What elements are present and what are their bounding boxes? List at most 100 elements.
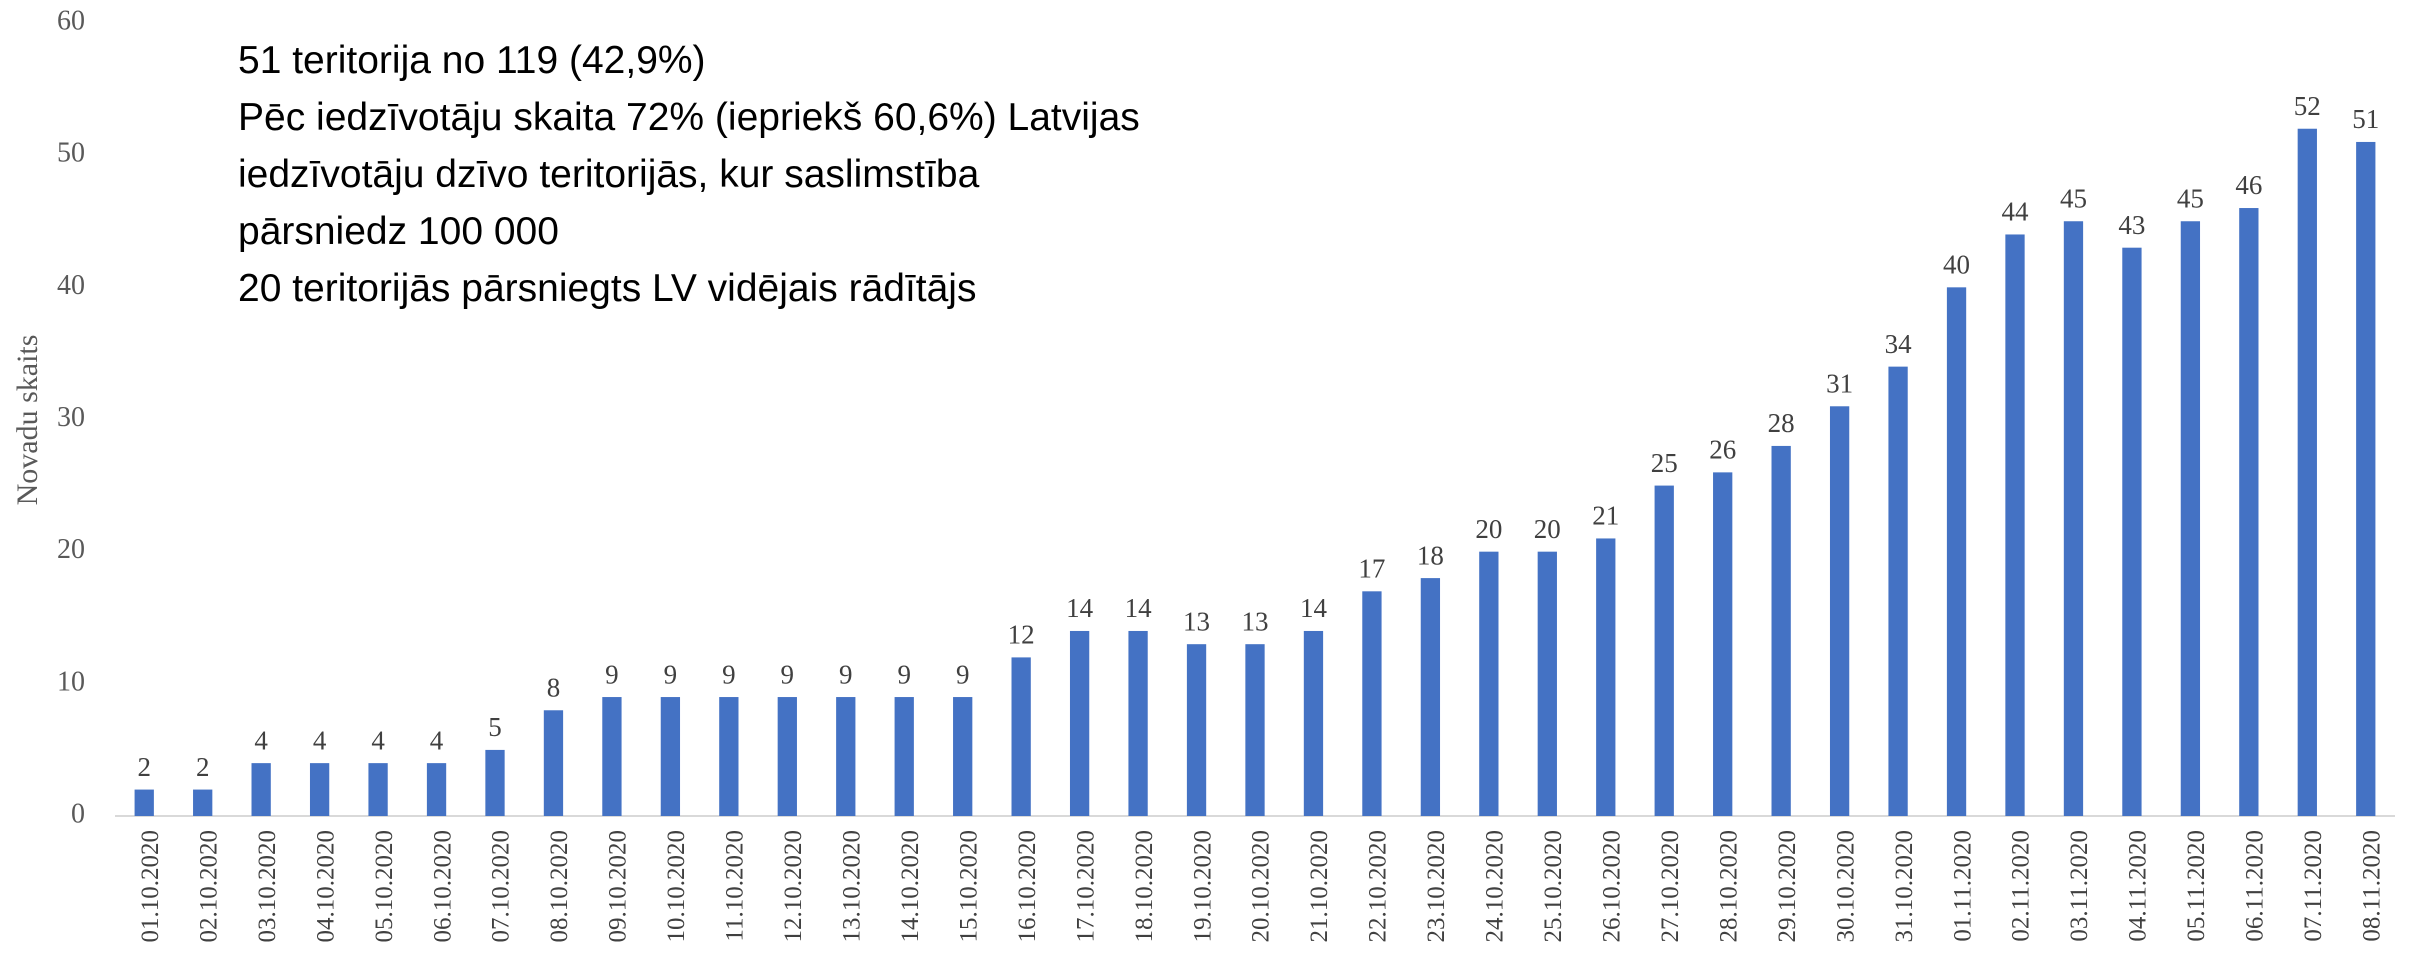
value-label: 12 (1008, 620, 1035, 650)
value-label: 13 (1242, 606, 1269, 636)
bar (2297, 128, 2317, 816)
value-label: 26 (1709, 435, 1736, 465)
bar (602, 697, 622, 816)
bar (1888, 366, 1908, 816)
bar (1537, 551, 1557, 816)
value-label: 21 (1592, 501, 1619, 531)
bar (894, 697, 914, 816)
bar (2180, 221, 2201, 816)
value-label: 9 (781, 659, 795, 689)
y-tick-label: 30 (57, 402, 85, 433)
bar (1771, 445, 1791, 816)
x-tick-label: 05.10.2020 (371, 830, 398, 943)
value-label: 2 (196, 752, 210, 782)
x-tick-label: 29.10.2020 (1774, 830, 1801, 943)
value-label: 20 (1475, 514, 1502, 544)
value-label: 17 (1358, 554, 1385, 584)
annotation: pārsniedz 100 000 (238, 210, 559, 253)
y-tick-label: 50 (57, 138, 85, 169)
value-label: 45 (2177, 183, 2204, 213)
bar (1128, 630, 1148, 816)
value-label: 14 (1300, 593, 1328, 623)
value-label: 4 (371, 725, 385, 755)
value-label: 25 (1651, 448, 1678, 478)
x-tick-label: 01.10.2020 (137, 830, 164, 943)
bar (2122, 247, 2142, 816)
bar (2239, 208, 2259, 817)
bar (1479, 551, 1499, 816)
x-tick-label: 06.11.2020 (2242, 830, 2269, 942)
x-tick-label: 08.11.2020 (2359, 830, 2386, 942)
value-label: 4 (254, 725, 268, 755)
value-label: 4 (430, 725, 444, 755)
x-tick-label: 22.10.2020 (1365, 830, 1392, 943)
y-tick-label: 20 (57, 534, 85, 565)
bar (953, 697, 973, 816)
x-tick-label: 10.10.2020 (663, 830, 690, 943)
value-label: 52 (2294, 91, 2321, 121)
value-label: 14 (1125, 593, 1153, 623)
bar (1829, 406, 1850, 816)
x-tick-label: 16.10.2020 (1014, 830, 1041, 943)
value-label: 13 (1183, 606, 1210, 636)
bar (2356, 141, 2376, 816)
bar (2063, 221, 2084, 816)
value-label: 8 (547, 672, 561, 702)
x-tick-label: 26.10.2020 (1599, 830, 1626, 943)
x-tick-label: 25.10.2020 (1540, 830, 1567, 943)
bar (2005, 234, 2025, 816)
y-tick-label: 0 (71, 798, 85, 829)
bar (1303, 630, 1324, 816)
x-tick-label: 02.10.2020 (195, 830, 222, 943)
x-tick-label: 20.10.2020 (1248, 830, 1275, 943)
x-tick-label: 05.11.2020 (2183, 830, 2210, 942)
bar (1186, 644, 1207, 816)
x-tick-label: 27.10.2020 (1657, 830, 1684, 943)
annotation: Pēc iedzīvotāju skaita 72% (iepriekš 60,… (238, 96, 1140, 139)
x-tick-label: 17.10.2020 (1072, 830, 1099, 943)
bar (836, 697, 856, 816)
value-label: 9 (605, 659, 619, 689)
value-label: 46 (2235, 170, 2262, 200)
value-label: 9 (839, 659, 853, 689)
x-tick-label: 31.10.2020 (1891, 830, 1918, 943)
x-tick-label: 09.10.2020 (605, 830, 632, 943)
bar (193, 789, 213, 816)
x-tick-label: 13.10.2020 (839, 830, 866, 943)
x-tick-label: 06.10.2020 (429, 830, 456, 943)
x-tick-label: 21.10.2020 (1306, 830, 1333, 943)
bar (1245, 644, 1265, 816)
x-tick-label: 04.11.2020 (2125, 830, 2152, 942)
x-tick-label: 24.10.2020 (1482, 830, 1509, 943)
value-label: 9 (722, 659, 736, 689)
x-tick-label: 07.10.2020 (488, 830, 515, 943)
bar (1362, 591, 1382, 816)
bar (719, 697, 739, 816)
x-tick-label: 03.10.2020 (254, 830, 281, 943)
x-tick-label: 19.10.2020 (1189, 830, 1216, 943)
value-label: 31 (1826, 368, 1853, 398)
y-tick-label: 40 (57, 270, 85, 301)
bar (1420, 578, 1441, 816)
value-label: 5 (488, 712, 502, 742)
value-label: 9 (897, 659, 911, 689)
value-label: 43 (2118, 210, 2145, 240)
bar (426, 763, 447, 816)
y-axis-label: Novadu skaits (11, 335, 44, 506)
x-tick-label: 23.10.2020 (1423, 830, 1450, 943)
value-label: 9 (956, 659, 970, 689)
bar (1946, 287, 1967, 816)
value-label: 20 (1534, 514, 1561, 544)
annotation: iedzīvotāju dzīvo teritorijās, kur sasli… (238, 153, 980, 196)
annotation: 20 teritorijās pārsniegts LV vidējais rā… (238, 267, 976, 310)
bar (368, 763, 388, 816)
x-tick-label: 14.10.2020 (897, 830, 924, 943)
x-tick-label: 03.11.2020 (2066, 830, 2093, 942)
bar (251, 763, 271, 816)
value-label: 14 (1066, 593, 1094, 623)
value-label: 4 (313, 725, 327, 755)
value-label: 34 (1885, 329, 1913, 359)
y-tick-label: 10 (57, 666, 85, 697)
bar (1713, 472, 1733, 816)
bar (1069, 630, 1090, 816)
